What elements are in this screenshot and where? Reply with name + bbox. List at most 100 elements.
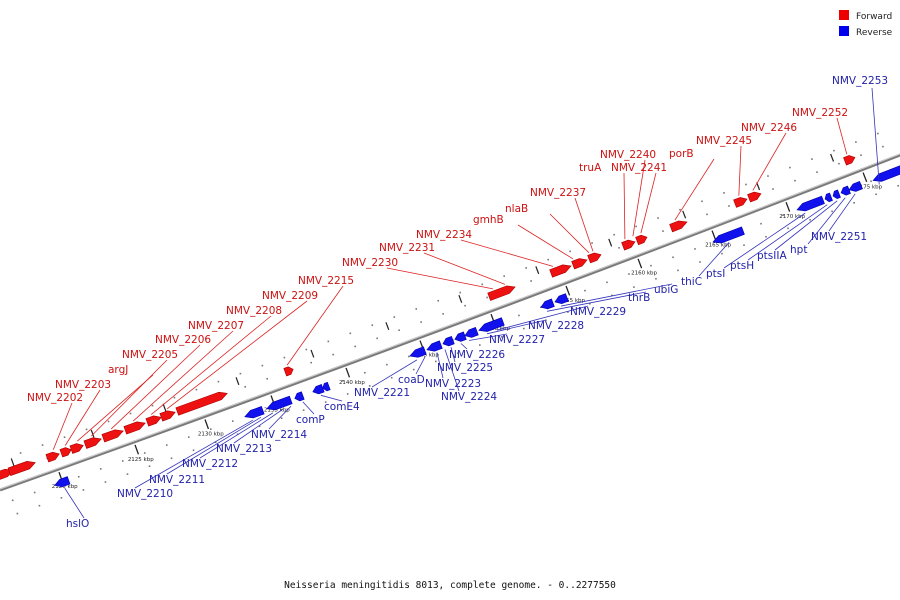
track-dot [16,512,19,515]
reverse-gene-arrow [832,189,841,199]
track-dot [650,264,652,267]
reverse-gene-label: NMV_2221 [354,387,410,399]
track-dot [628,273,630,275]
ruler-minor-tick [90,429,95,438]
track-dot [809,219,811,221]
track-dot [151,404,154,407]
track-dot [530,280,532,282]
forward-leader-line [166,300,308,410]
reverse-leader-line [723,212,806,269]
ruler-tick [204,419,210,430]
track-dot [860,154,862,156]
track-dot [165,444,168,446]
track-dot [706,213,708,216]
track-dot [853,202,855,204]
forward-leader-line [52,402,73,450]
ruler-minor-tick [830,153,835,162]
ruler-tick [862,172,868,183]
track-dot [38,504,41,507]
legend: Forward Reverse [839,10,893,38]
reverse-gene-label: NMV_2223 [425,378,481,390]
reverse-leader-line [444,349,460,392]
reverse-gene-arrow [54,476,71,488]
ruler-tick-label: 2150 kbp [484,326,510,332]
ruler-tick [565,285,571,296]
forward-gene-arrow [635,234,648,246]
forward-gene-arrow [587,252,602,264]
ruler-tick [637,258,643,269]
track-dot [765,235,767,238]
track-dot [209,428,212,430]
forward-gene-label: NMV_2203 [55,379,111,391]
forward-leader-line [674,158,715,221]
reverse-leader-line [450,347,456,363]
track-dot [481,283,483,286]
track-dot [772,188,774,190]
forward-leader-line [752,132,787,191]
track-dot [677,269,679,272]
reverse-gene-label: NMV_2226 [449,349,505,361]
reverse-gene-arrow [840,185,851,196]
ruler-tick-label: 2135 kbp [264,407,290,413]
track-dot [456,352,459,355]
backbone-highlight [0,153,900,490]
track-dot [371,324,374,327]
reverse-genes-layer [54,165,900,488]
track-dot [611,294,613,297]
track-dot [434,360,437,363]
track-dot [503,275,505,277]
track-dot [217,380,220,383]
reverse-gene-arrow [824,192,833,203]
reverse-leader-line [486,319,547,335]
track-dot [760,222,762,225]
track-dot [782,214,784,217]
reverse-leader-line [320,394,343,402]
track-dot [745,183,747,186]
forward-gene-label: NMV_2206 [155,334,211,346]
ruler-tick-label: 2170 kbp [779,214,805,220]
reverse-gene-label: hpt [790,244,807,256]
track-dot [633,286,635,288]
track-dot [767,175,769,177]
track-dot [376,337,378,340]
track-dot [569,250,571,253]
ruler-tick-label: 2160 kbp [631,271,657,277]
track-dot [412,368,415,371]
forward-leader-line [150,315,272,415]
track-dot [589,302,591,305]
track-dot [464,304,466,307]
forward-gene-label: NMV_2245 [696,135,752,147]
track-dot [838,162,840,165]
reverse-leader-line [371,359,418,388]
ruler-tick-label: 2125 kbp [128,457,154,463]
track-dot [266,377,268,380]
reverse-leader-line [871,87,880,185]
reverse-gene-label: coaD [398,374,425,386]
track-dot [897,184,899,187]
track-dot [349,332,352,335]
forward-leader-line [64,389,101,446]
ruler-tick-label: 2130 kbp [198,431,224,437]
reverse-gene-arrow [872,165,900,182]
ruler-tick [785,202,791,212]
forward-leader-line [738,145,742,196]
forward-gene-arrow [101,429,124,443]
reverse-leader-line [415,356,426,375]
track-dot [342,380,344,382]
forward-gene-label: NMV_2252 [792,107,848,119]
reverse-gene-arrow [312,384,325,395]
track-dot [398,329,400,332]
forward-leader-line [110,344,201,430]
ruler-tick-label: 2155 kbp [559,298,585,304]
reverse-gene-arrow [409,346,427,358]
reverse-leader-line [199,412,274,459]
reverse-leader-line [828,193,856,232]
legend-forward-swatch [839,10,849,20]
reverse-leader-line [496,305,589,331]
reverse-leader-line [302,401,315,415]
track-dot [41,444,44,446]
track-dot [525,267,527,269]
reverse-leader-line [468,333,508,341]
track-dot [662,230,664,232]
